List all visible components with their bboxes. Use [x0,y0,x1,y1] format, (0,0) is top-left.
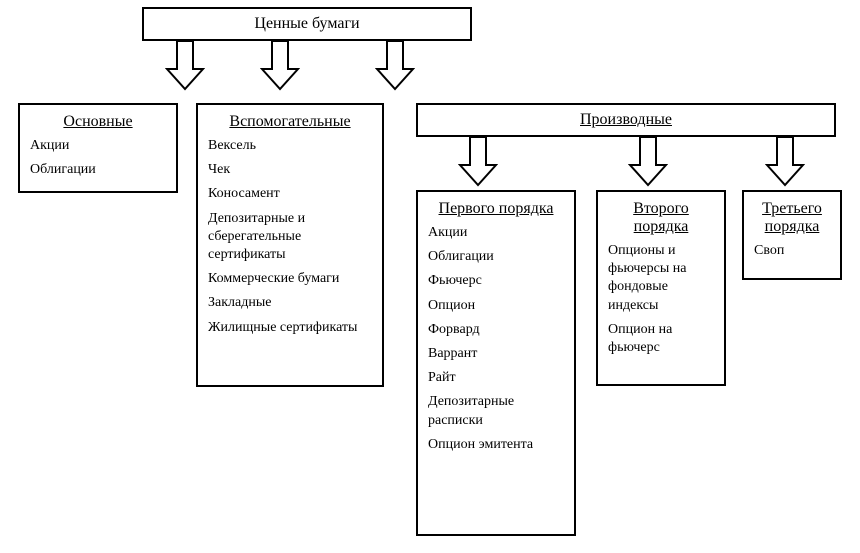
list-item: Чек [208,161,372,179]
box-third: Третьего порядка Своп [742,190,842,280]
title-deriv: Производные [428,111,824,129]
list-item: Коносамент [208,185,372,203]
arrow-down-icon [165,39,205,91]
list-item: Опцион на фьючерс [608,321,714,357]
list-item: Вексель [208,137,372,155]
arrow-down-icon [458,135,498,187]
root-title: Ценные бумаги [154,15,460,33]
list-item: Депозитарные и сберегательные сертификат… [208,210,372,265]
list-item: Акции [30,137,166,155]
title-second: Второго порядка [608,200,714,236]
list-item: Жилищные сертификаты [208,319,372,337]
list-item: Варрант [428,345,564,363]
list-item: Облигации [30,161,166,179]
list-item: Опцион [428,297,564,315]
list-item: Райт [428,369,564,387]
arrow-down-icon [260,39,300,91]
list-item: Опцион эмитента [428,436,564,454]
box-deriv: Производные [416,103,836,137]
arrow-down-icon [765,135,805,187]
arrow-down-icon [375,39,415,91]
list-item: Закладные [208,294,372,312]
root-box: Ценные бумаги [142,7,472,41]
arrow-down-icon [628,135,668,187]
box-main: Основные Акции Облигации [18,103,178,193]
list-item: Депозитарные расписки [428,393,564,429]
list-item: Коммерческие бумаги [208,270,372,288]
list-item: Форвард [428,321,564,339]
title-aux: Вспомогательные [208,113,372,131]
title-first: Первого порядка [428,200,564,218]
list-item: Акции [428,224,564,242]
box-second: Второго порядка Опционы и фьючерсы на фо… [596,190,726,386]
list-item: Фьючерс [428,272,564,290]
list-item: Своп [754,242,830,260]
box-aux: Вспомогательные Вексель Чек Коносамент Д… [196,103,384,387]
title-third: Третьего порядка [754,200,830,236]
list-item: Опционы и фьючерсы на фондовые индексы [608,242,714,315]
title-main: Основные [30,113,166,131]
list-item: Облигации [428,248,564,266]
box-first: Первого порядка Акции Облигации Фьючерс … [416,190,576,536]
